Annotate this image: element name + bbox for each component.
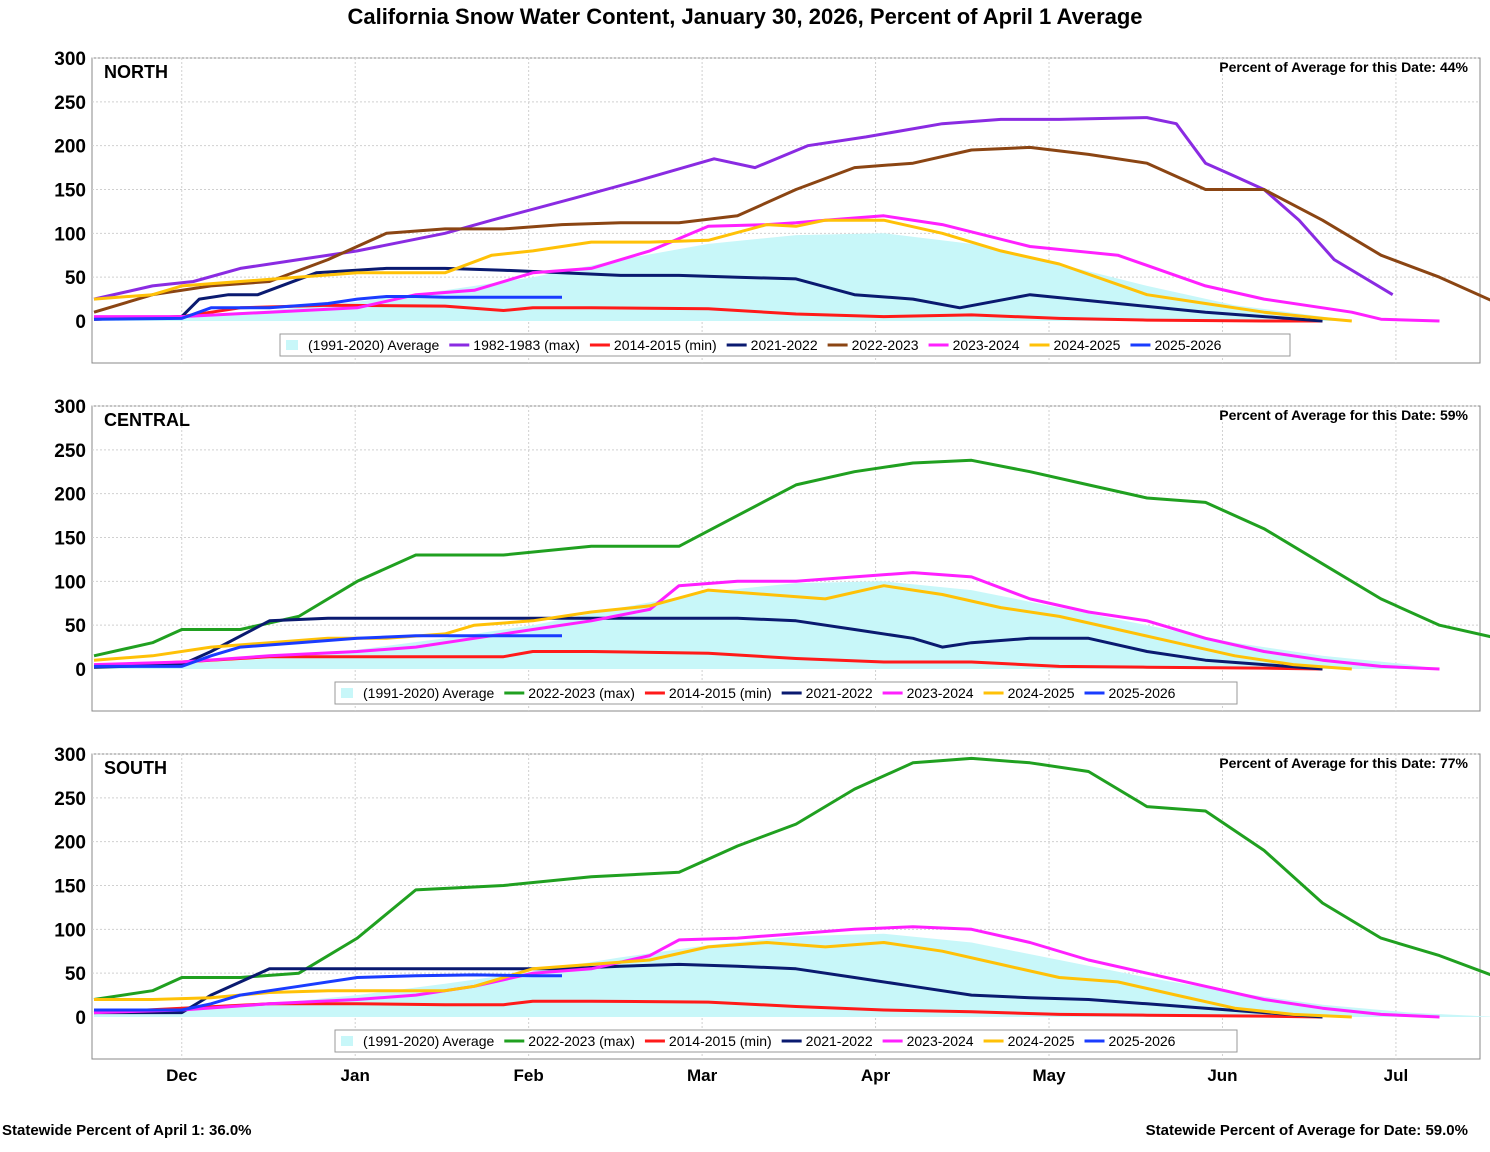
legend-entry: (1991-2020) Average xyxy=(363,1033,494,1049)
y-tick-label: 50 xyxy=(65,268,86,289)
y-tick-label: 150 xyxy=(54,180,86,201)
legend-entry: 2024-2025 xyxy=(1008,685,1075,701)
series-line-2014-2015-min- xyxy=(93,999,1323,1019)
legend-entry: 2021-2022 xyxy=(751,337,818,353)
legend-entry: 2021-2022 xyxy=(806,685,873,701)
legend-entry: 2024-2025 xyxy=(1054,337,1121,353)
series-line-2022-2023-max- xyxy=(93,756,1490,1001)
legend-entry: 2014-2015 (min) xyxy=(669,1033,772,1049)
y-tick-label: 300 xyxy=(54,397,86,418)
series-line-2025-2026 xyxy=(94,973,562,1012)
y-tick-label: 250 xyxy=(54,93,86,114)
y-tick-label: 0 xyxy=(75,660,86,681)
legend: (1991-2020) Average 2022-2023 (max) 2014-2… xyxy=(334,1029,1238,1053)
x-tick-label: Jan xyxy=(341,1066,370,1085)
x-tick-label: Jun xyxy=(1207,1066,1237,1085)
series-line-2022-2023-max- xyxy=(93,458,1490,658)
series-line-2024-2025 xyxy=(94,941,1352,1019)
y-tick-label: 250 xyxy=(54,789,86,810)
percent-of-average-annotation: Percent of Average for this Date: 59% xyxy=(1219,407,1468,423)
chart-panels: 0 50 100 150 200 250 300 NORTH Percent of Averag… xyxy=(54,49,1490,1060)
percent-of-average-annotation: Percent of Average for this Date: 77% xyxy=(1219,755,1468,771)
y-tick-label: 100 xyxy=(54,224,86,245)
series-line-1982-1983-max- xyxy=(93,116,1394,301)
y-tick-label: 100 xyxy=(54,572,86,593)
series-line-2023-2024 xyxy=(93,925,1440,1019)
legend-swatch xyxy=(286,340,298,350)
percent-of-average-annotation: Percent of Average for this Date: 44% xyxy=(1219,59,1468,75)
y-tick-label: 100 xyxy=(54,920,86,941)
legend: (1991-2020) Average 1982-1983 (max) 2014-2… xyxy=(279,333,1291,357)
legend-swatch xyxy=(341,1036,353,1046)
region-label: SOUTH xyxy=(104,758,167,778)
legend-entry: 2023-2024 xyxy=(907,1033,974,1049)
chart-title: California Snow Water Content, January 3… xyxy=(347,4,1142,29)
legend-entry: (1991-2020) Average xyxy=(363,685,494,701)
region-label: NORTH xyxy=(104,62,168,82)
legend-entry: 2024-2025 xyxy=(1008,1033,1075,1049)
y-tick-label: 200 xyxy=(54,833,86,854)
series-line-2024-2025 xyxy=(93,584,1352,671)
legend-entry: 2025-2026 xyxy=(1109,1033,1176,1049)
x-tick-label: Apr xyxy=(861,1066,891,1085)
legend-entry: 2025-2026 xyxy=(1109,685,1176,701)
y-tick-label: 300 xyxy=(54,49,86,70)
legend-swatch xyxy=(341,688,353,698)
x-tick-label: May xyxy=(1032,1066,1066,1085)
legend-entry: 2014-2015 (min) xyxy=(614,337,717,353)
statewide-date-text: Statewide Percent of Average for Date: 5… xyxy=(1146,1122,1468,1139)
legend-entry: 2025-2026 xyxy=(1154,337,1221,353)
region-label: CENTRAL xyxy=(104,410,190,430)
panel-north: 0 50 100 150 200 250 300 NORTH Percent of Averag… xyxy=(54,49,1490,364)
legend-entry: 2022-2023 xyxy=(852,337,919,353)
y-tick-label: 50 xyxy=(65,964,86,985)
legend-entry: 2023-2024 xyxy=(907,685,974,701)
legend-entry: 2014-2015 (min) xyxy=(669,685,772,701)
y-tick-label: 300 xyxy=(54,745,86,766)
series-line-2023-2024 xyxy=(93,571,1440,671)
legend-entry: (1991-2020) Average xyxy=(308,337,439,353)
legend-entry: 2021-2022 xyxy=(806,1033,873,1049)
y-tick-label: 250 xyxy=(54,441,86,462)
y-tick-label: 200 xyxy=(54,137,86,158)
series-area-average xyxy=(94,581,1440,669)
y-tick-label: 50 xyxy=(65,616,86,637)
series-line-2025-2026 xyxy=(94,634,562,668)
legend-box xyxy=(279,333,1291,357)
series-line-2022-2023 xyxy=(93,145,1490,314)
series-line-2021-2022 xyxy=(93,266,1323,323)
legend: (1991-2020) Average 2022-2023 (max) 2014-2… xyxy=(334,681,1238,705)
series-line-2021-2022 xyxy=(93,616,1323,671)
panel-central: 0 50 100 150 200 250 300 CENTRAL Percent of Aver… xyxy=(54,397,1490,712)
y-tick-label: 0 xyxy=(75,312,86,333)
panel-south: 0 50 100 150 200 250 300 SOUTH Percent of Averag… xyxy=(54,745,1490,1060)
x-tick-label: Mar xyxy=(687,1066,718,1085)
x-tick-label: Feb xyxy=(514,1066,544,1085)
y-tick-label: 200 xyxy=(54,485,86,506)
y-tick-label: 0 xyxy=(75,1008,86,1029)
series-line-2023-2024 xyxy=(94,214,1440,323)
series-line-2024-2025 xyxy=(93,218,1352,323)
statewide-april1-text: Statewide Percent of April 1: 36.0% xyxy=(2,1122,252,1139)
series-area-average xyxy=(94,933,1490,1017)
y-tick-label: 150 xyxy=(54,528,86,549)
legend-entry: 2022-2023 (max) xyxy=(528,1033,635,1049)
series-line-2014-2015-min- xyxy=(93,650,1323,671)
x-tick-label: Jul xyxy=(1384,1066,1409,1085)
legend-entry: 1982-1983 (max) xyxy=(473,337,580,353)
x-tick-label: Dec xyxy=(166,1066,197,1085)
series-line-2025-2026 xyxy=(93,295,562,321)
legend-entry: 2023-2024 xyxy=(953,337,1020,353)
y-tick-label: 150 xyxy=(54,876,86,897)
x-axis-labels: Dec Jan Feb Mar Apr May Jun Jul xyxy=(166,1066,1408,1085)
legend-entry: 2022-2023 (max) xyxy=(528,685,635,701)
series-line-2021-2022 xyxy=(94,962,1323,1019)
